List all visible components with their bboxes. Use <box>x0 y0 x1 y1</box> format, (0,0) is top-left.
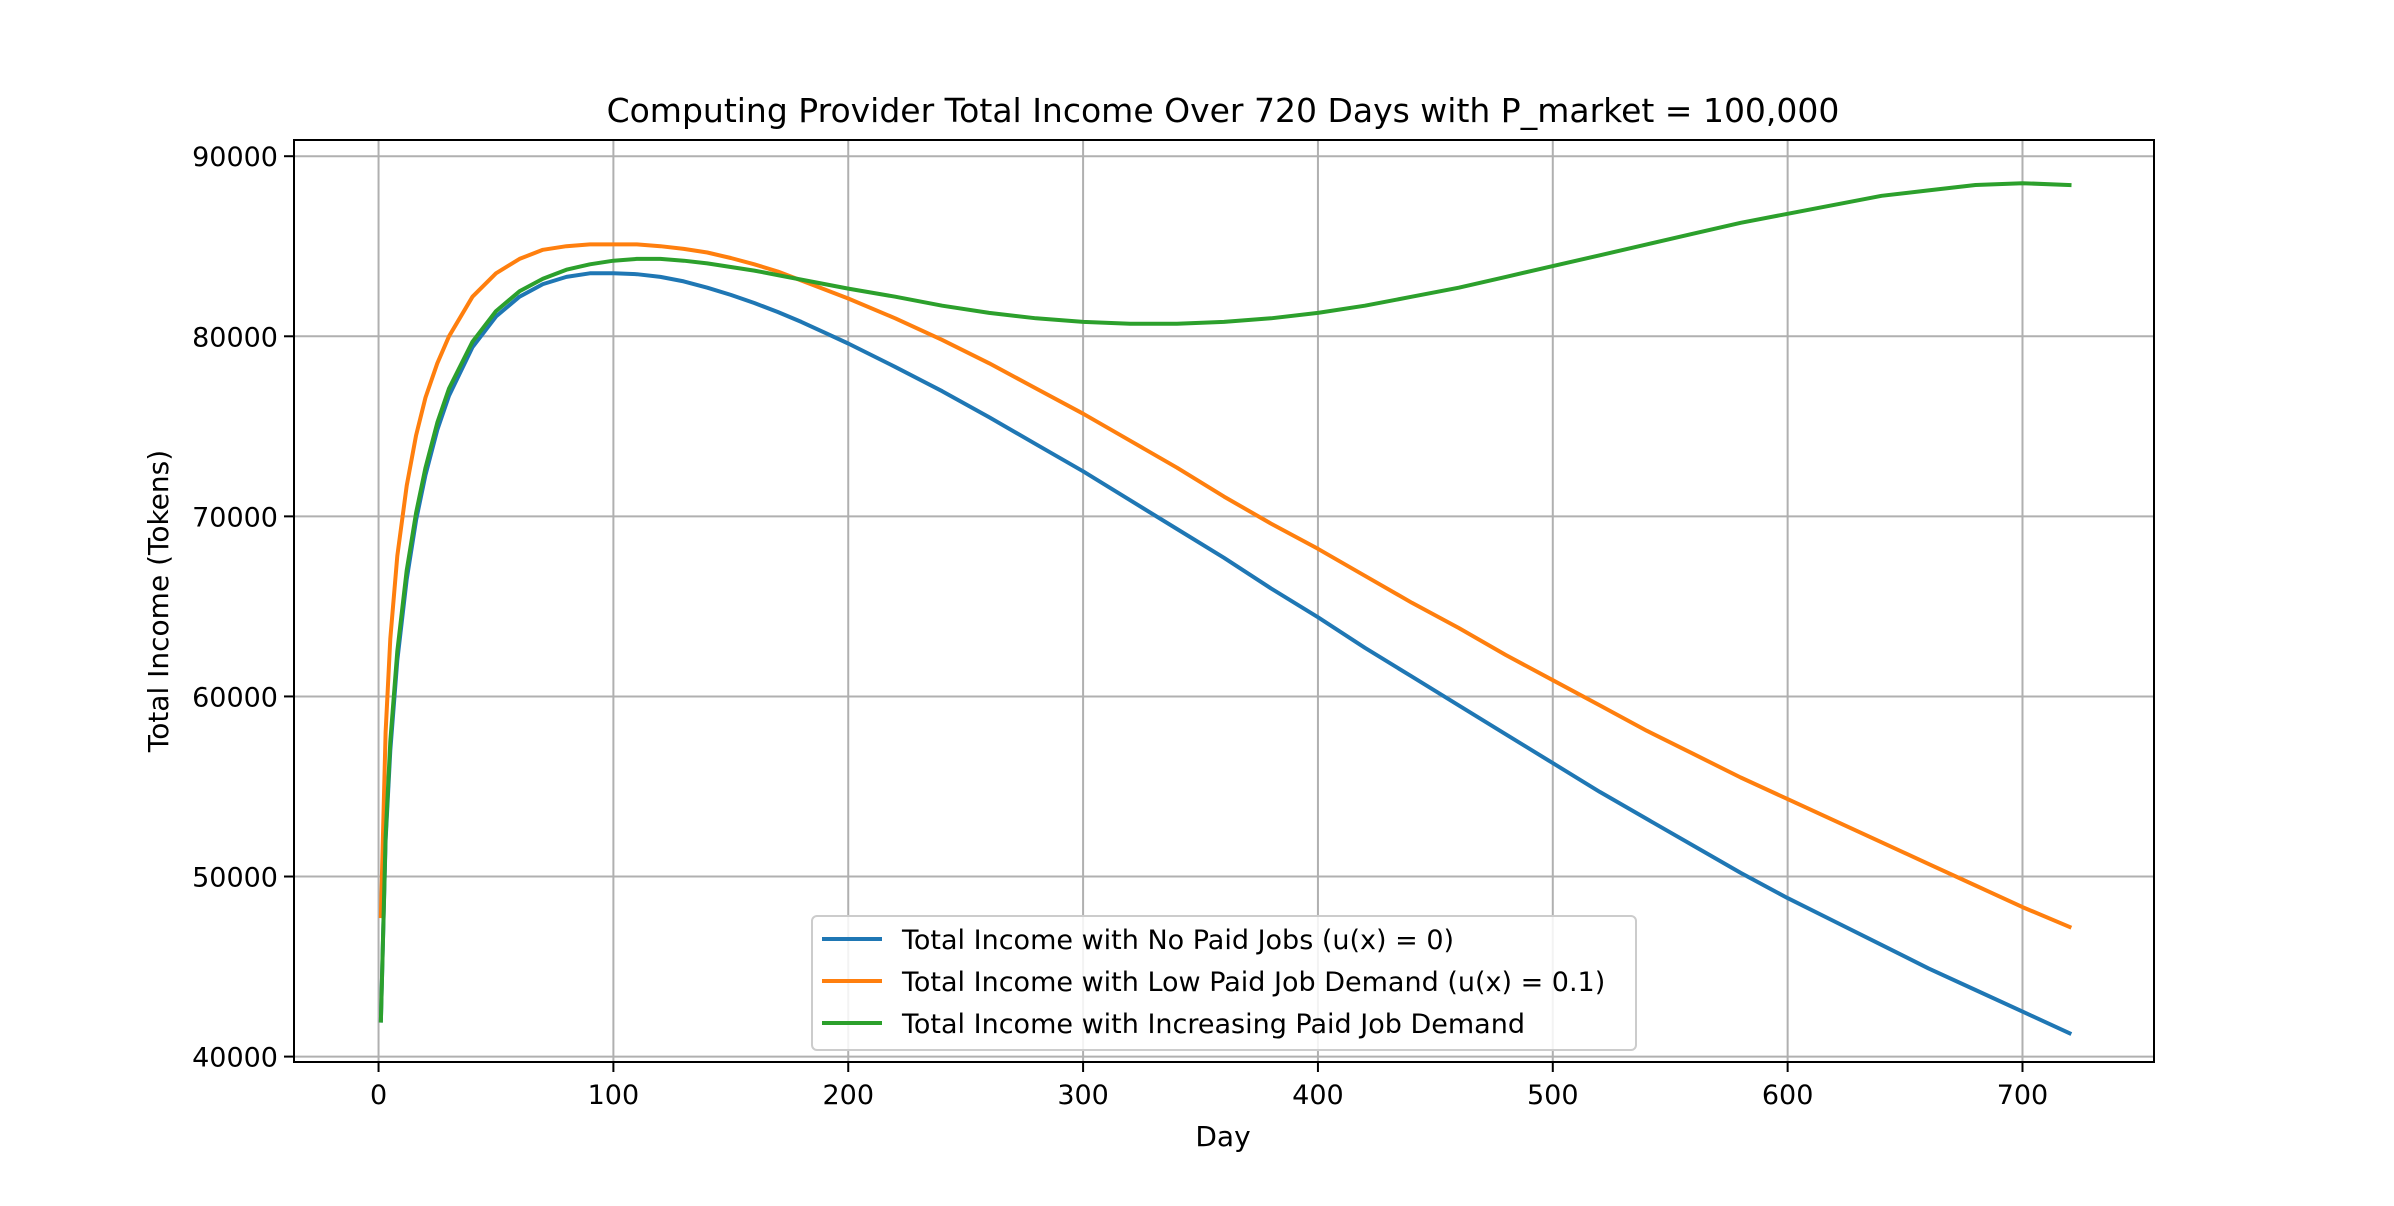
y-tick-label: 80000 <box>192 322 278 353</box>
y-axis-label: Total Income (Tokens) <box>142 450 175 753</box>
axis-ticks: 0 100 200 300 400 500 600 700 40000 50000 60000 700… <box>192 142 2048 1111</box>
y-tick-label: 50000 <box>192 863 278 894</box>
x-tick-label: 400 <box>1292 1080 1344 1111</box>
y-tick-label: 60000 <box>192 682 278 713</box>
x-tick-label: 300 <box>1057 1080 1109 1111</box>
axes-frame <box>293 139 2155 1063</box>
x-axis-label: Day <box>1195 1120 1250 1153</box>
series-line-1 <box>378 271 2073 1036</box>
legend: Total Income with No Paid Jobs (u(x) = 0… <box>811 915 1637 1051</box>
x-tick-label: 200 <box>822 1080 874 1111</box>
x-tick-label: 500 <box>1527 1080 1579 1111</box>
x-tick-label: 600 <box>1762 1080 1814 1111</box>
legend-box <box>811 915 1637 1051</box>
x-tick-label: 700 <box>1997 1080 2049 1111</box>
series-line-3 <box>378 181 2072 1023</box>
y-tick-label: 40000 <box>192 1043 278 1074</box>
x-tick-label: 100 <box>588 1080 640 1111</box>
y-tick-label: 90000 <box>192 142 278 173</box>
legend-label-1: Total Income with No Paid Jobs (u(x) = 0… <box>901 925 1454 956</box>
chart-title: Computing Provider Total Income Over 720… <box>607 91 1840 130</box>
legend-label-2: Total Income with Low Paid Job Demand (u… <box>901 967 1605 998</box>
y-tick-label: 70000 <box>192 502 278 533</box>
series-lines <box>378 181 2073 1036</box>
series-line-2 <box>378 242 2073 930</box>
legend-label-3: Total Income with Increasing Paid Job De… <box>901 1009 1525 1040</box>
x-tick-label: 0 <box>370 1080 387 1111</box>
grid-lines <box>294 140 2154 1062</box>
